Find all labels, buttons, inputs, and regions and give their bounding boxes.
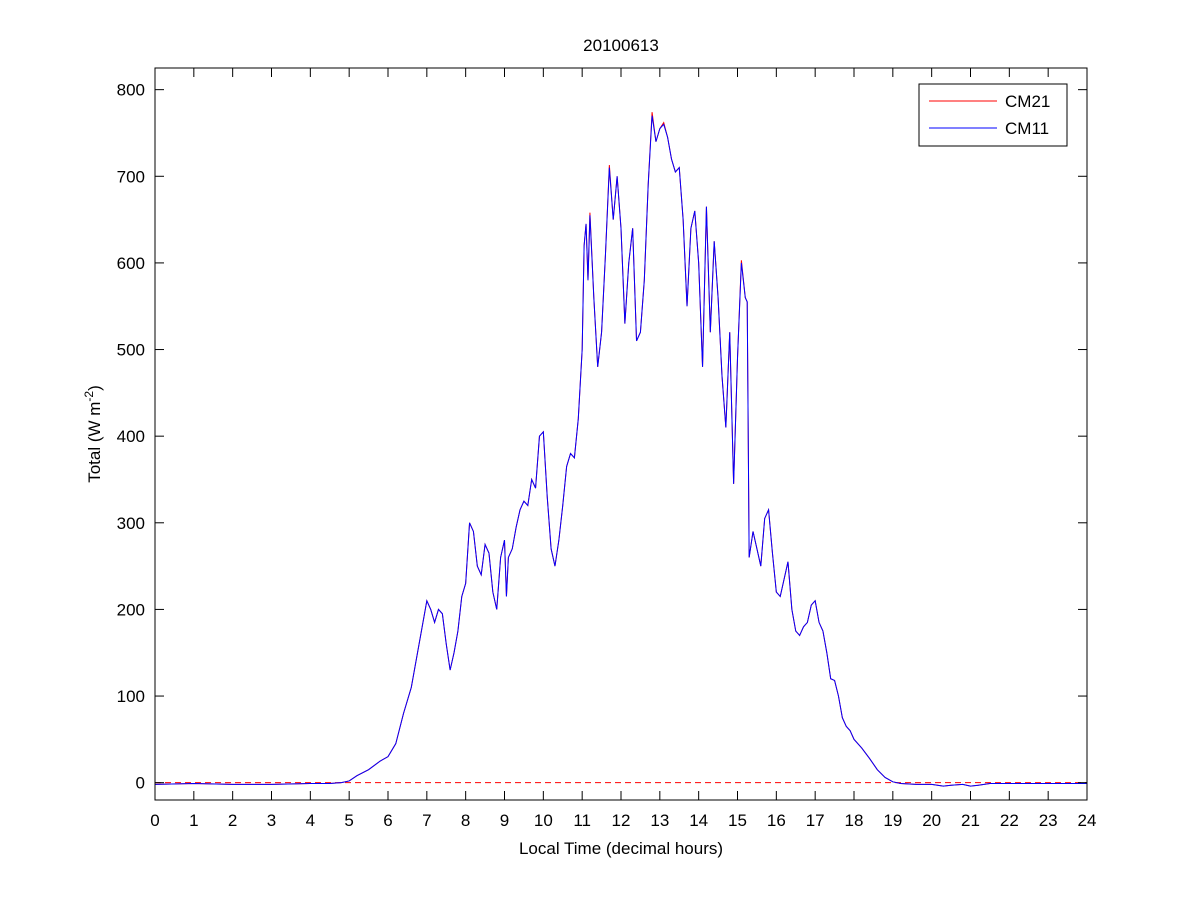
legend-label: CM21 [1005,92,1050,111]
x-tick-label: 23 [1039,811,1058,830]
y-axis-label-superscript: -2 [82,391,96,402]
legend-box [918,83,1068,147]
y-tick-label: 0 [136,774,145,793]
x-axis-label: Local Time (decimal hours) [519,839,723,858]
plot-area [155,68,1087,800]
x-tick-label: 18 [845,811,864,830]
x-tick-label: 5 [344,811,353,830]
x-tick-label: 6 [383,811,392,830]
x-tick-label: 21 [961,811,980,830]
y-tick-label: 500 [117,341,145,360]
chart-title: 20100613 [583,36,659,55]
x-tick-label: 24 [1078,811,1097,830]
x-tick-label: 10 [534,811,553,830]
x-tick-label: 22 [1000,811,1019,830]
x-tick-label: 0 [150,811,159,830]
x-tick-label: 3 [267,811,276,830]
x-tick-label: 17 [806,811,825,830]
x-tick-label: 1 [189,811,198,830]
y-axis-label-text: Total (W m [85,402,104,483]
x-tick-label: 15 [728,811,747,830]
x-tick-label: 19 [883,811,902,830]
y-tick-label: 700 [117,167,145,186]
legend-label: CM11 [1005,119,1049,138]
x-tick-label: 9 [500,811,509,830]
y-axis-label-suffix: ) [85,385,104,391]
x-tick-label: 11 [573,811,591,830]
x-tick-label: 7 [422,811,431,830]
x-tick-label: 16 [767,811,786,830]
y-tick-label: 100 [117,687,145,706]
data-line [155,115,1087,787]
x-tick-label: 14 [689,811,708,830]
x-tick-label: 8 [461,811,470,830]
y-axis-label: Total (W m-2) [82,385,104,483]
x-tick-label: 20 [922,811,941,830]
y-tick-label: 800 [117,81,145,100]
y-tick-label: 400 [117,427,145,446]
x-tick-label: 13 [650,811,669,830]
x-tick-label: 2 [228,811,237,830]
y-tick-label: 200 [117,600,145,619]
y-tick-label: 600 [117,254,145,273]
y-tick-label: 300 [117,514,145,533]
x-tick-label: 12 [612,811,631,830]
x-tick-label: 4 [306,811,315,830]
